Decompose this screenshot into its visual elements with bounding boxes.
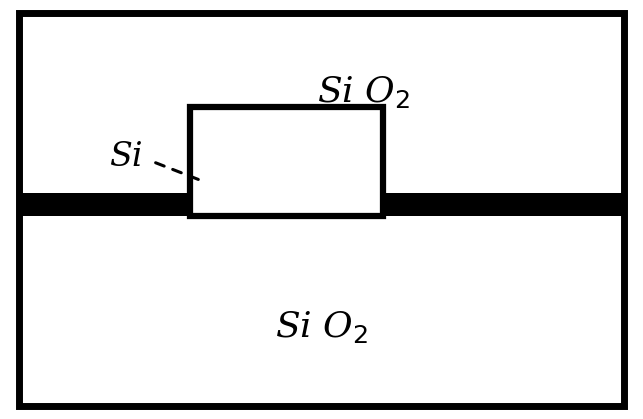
- Text: Si O$_2$: Si O$_2$: [316, 74, 410, 110]
- Bar: [190, 193, 383, 216]
- Bar: [19, 193, 624, 216]
- Text: Si: Si: [109, 141, 142, 173]
- Text: Si O$_2$: Si O$_2$: [275, 309, 368, 345]
- Bar: [190, 107, 383, 216]
